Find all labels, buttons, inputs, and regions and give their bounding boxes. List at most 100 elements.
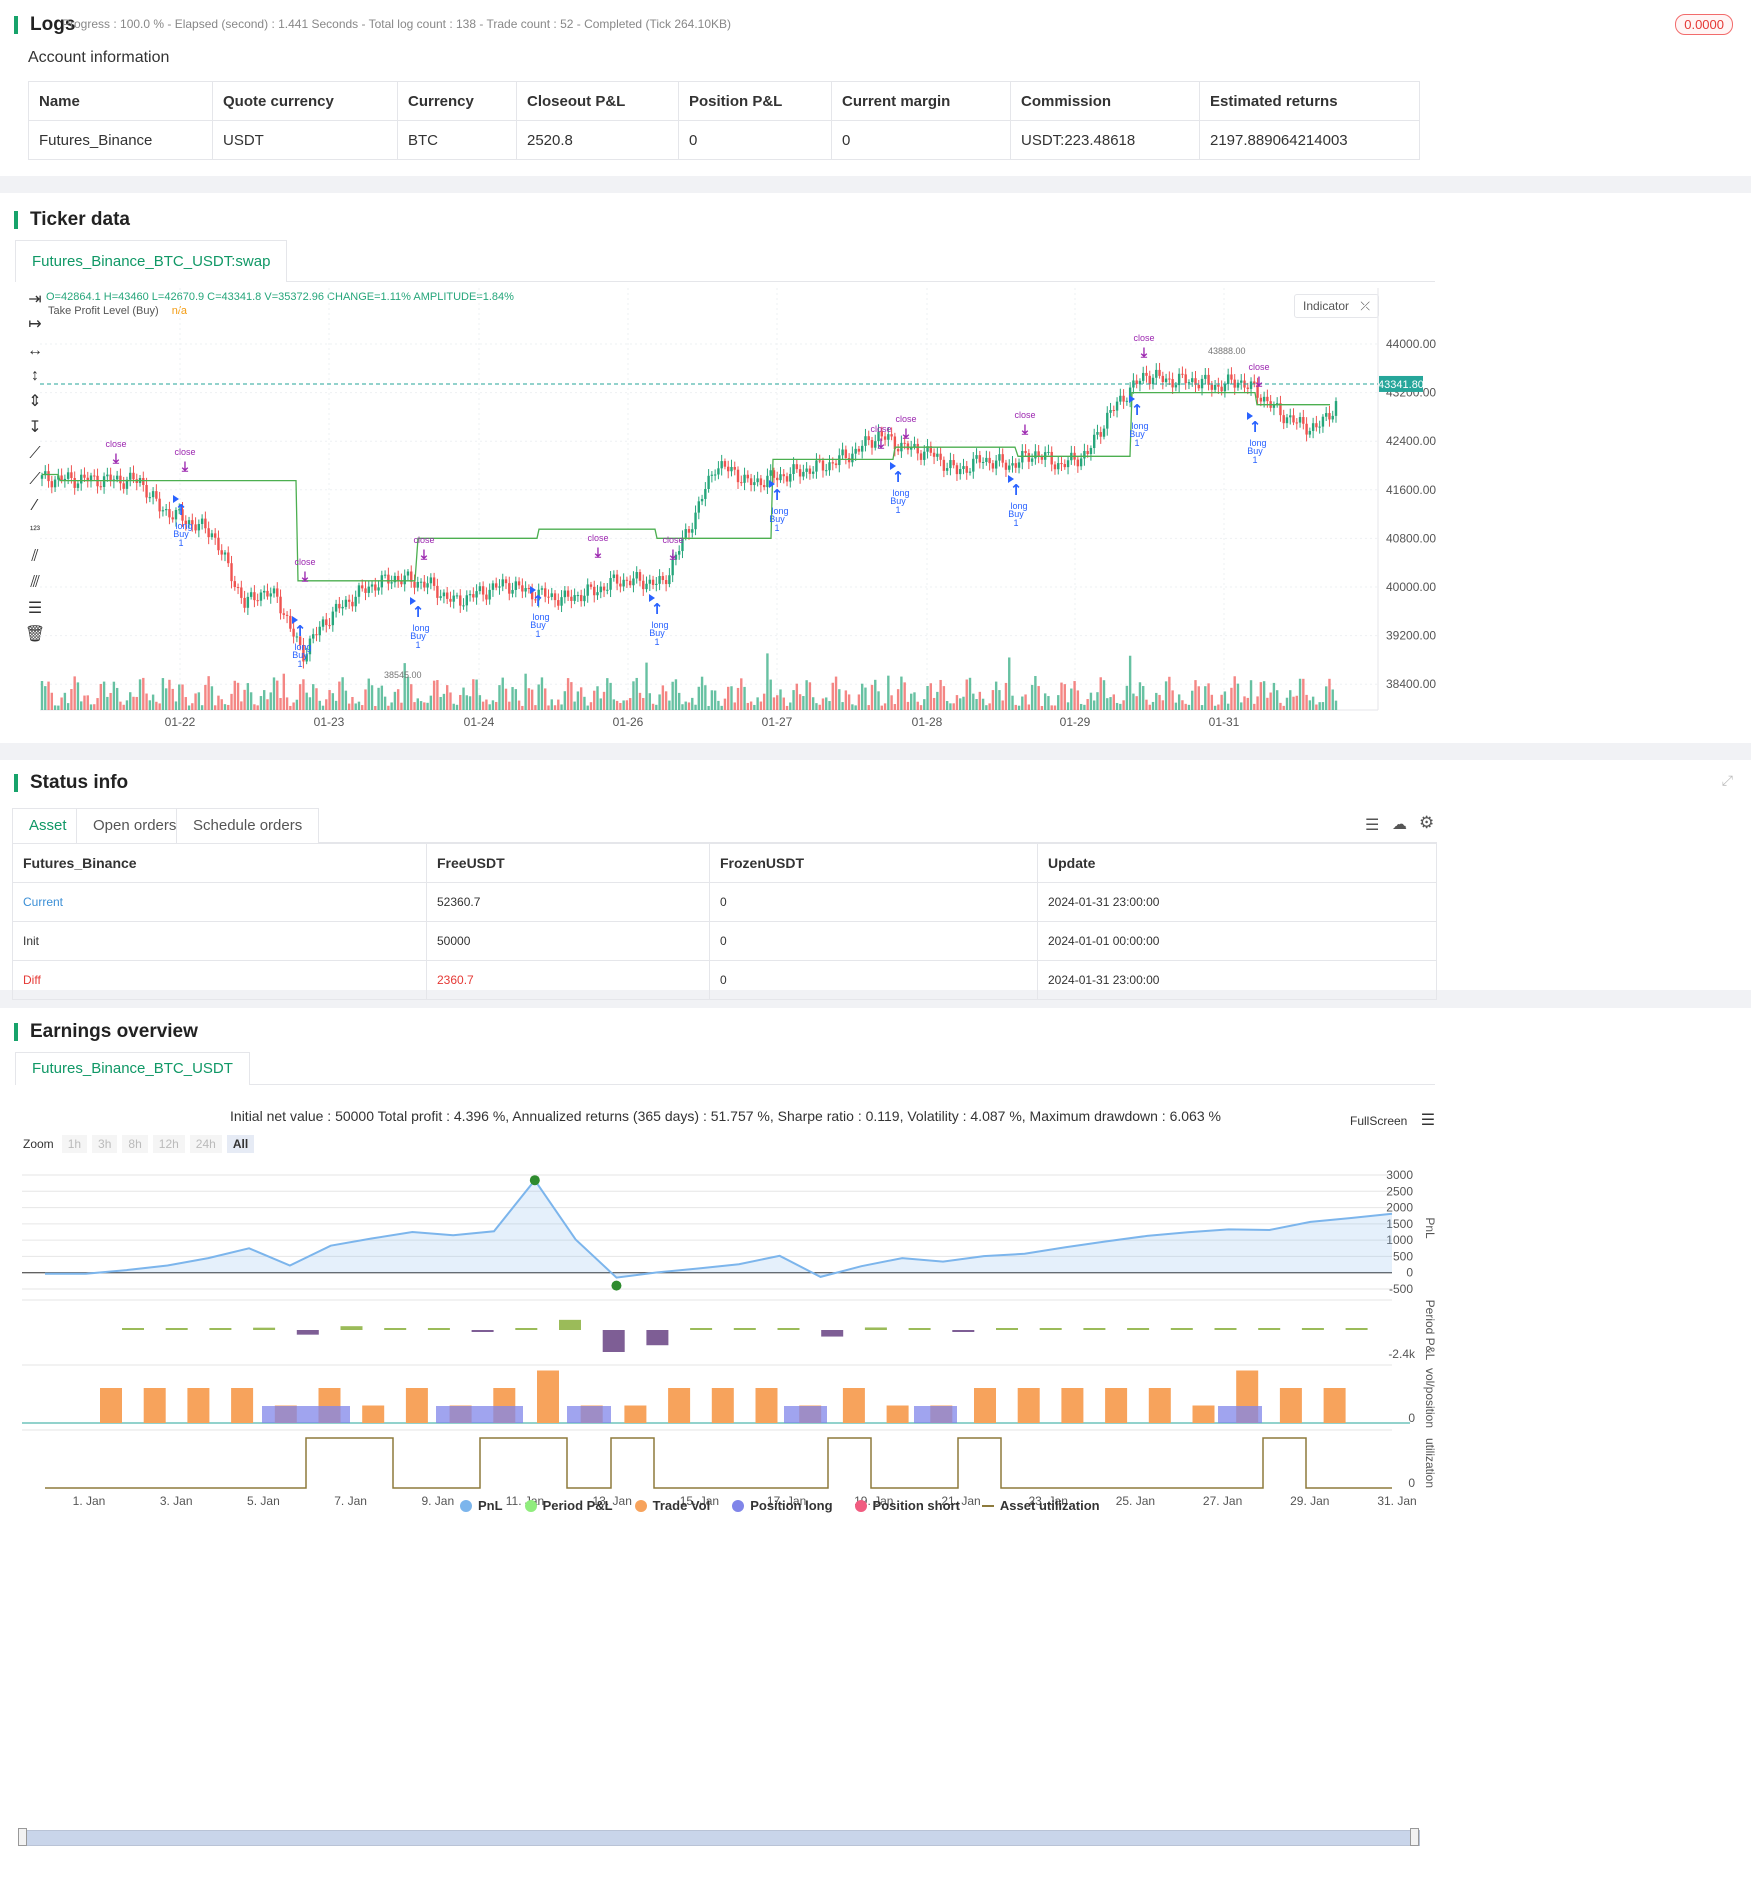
- extended-line-icon[interactable]: ↔: [27, 342, 43, 359]
- legend-period-pnl[interactable]: Period P&L: [524, 1498, 613, 1513]
- zoom-8h[interactable]: 8h: [122, 1135, 148, 1153]
- ray-line-icon[interactable]: ⟋: [29, 471, 41, 488]
- volume-bar: [939, 679, 942, 710]
- price-label-icon[interactable]: ¹²³: [30, 525, 40, 536]
- buy-marker-label: Buy: [530, 620, 546, 630]
- segment-icon[interactable]: ⁄: [33, 497, 37, 514]
- zoom-24h[interactable]: 24h: [189, 1135, 222, 1153]
- volume-bar: [1331, 689, 1334, 710]
- x-tick-label: 29. Jan: [1290, 1494, 1329, 1508]
- candle-body: [609, 578, 612, 590]
- tab-open-orders[interactable]: Open orders: [76, 808, 194, 843]
- candle-body: [1030, 458, 1034, 462]
- row-label-current[interactable]: Current: [12, 882, 427, 922]
- scroll-handle-right[interactable]: [1410, 1828, 1419, 1846]
- candle-body: [459, 595, 462, 606]
- tab-schedule-orders[interactable]: Schedule orders: [176, 808, 320, 843]
- tab-earnings-symbol[interactable]: Futures_Binance_BTC_USDT: [15, 1052, 250, 1085]
- candle-body: [138, 478, 142, 483]
- legend-position-short[interactable]: Position short: [854, 1498, 960, 1513]
- volume-bar: [419, 701, 423, 710]
- candle-body: [743, 474, 746, 483]
- candle-body: [361, 585, 364, 589]
- legend-pnl[interactable]: PnL: [460, 1498, 503, 1513]
- horizontal-line-icon[interactable]: ⇥: [28, 291, 42, 308]
- candle-body: [815, 460, 818, 472]
- fullscreen-button[interactable]: FullScreen ☰: [1350, 1112, 1436, 1129]
- zoom-12h[interactable]: 12h: [152, 1135, 185, 1153]
- col-header: Currency: [397, 81, 517, 121]
- candle-body: [331, 611, 335, 626]
- volume-bar: [1138, 682, 1142, 710]
- legend-asset-utilization[interactable]: Asset utilization: [981, 1498, 1100, 1513]
- x-tick-label: 1. Jan: [73, 1494, 106, 1508]
- volume-bar: [485, 699, 488, 710]
- trash-icon[interactable]: 🗑: [24, 626, 46, 643]
- pitchfork-icon[interactable]: ⫻: [30, 574, 40, 591]
- candle-body: [465, 595, 468, 606]
- volume-bar: [40, 681, 44, 710]
- zoom-3h[interactable]: 3h: [92, 1135, 118, 1153]
- horizontal-ray-icon[interactable]: ↦: [28, 316, 42, 333]
- vertical-line-icon[interactable]: ↕: [31, 367, 39, 384]
- navigator-scrollbar[interactable]: [18, 1830, 1420, 1846]
- earnings-chart[interactable]: 3000 2500 2000 1500 1000 500 0 -500 -2.4k 0 0 PnL Pe…: [0, 1008, 1751, 1892]
- volume-bar: [1125, 685, 1129, 710]
- close-marker-label: close: [294, 557, 315, 567]
- trade-vol-bar: [1105, 1388, 1128, 1423]
- volume-bar: [606, 678, 609, 710]
- vertical-ray-icon[interactable]: ↧: [28, 419, 42, 436]
- pnl-area: [45, 1180, 1392, 1278]
- trade-vol-bar: [711, 1388, 734, 1423]
- period-pnl-bar: [427, 1328, 450, 1330]
- indicator-button[interactable]: Indicator ⤫: [1294, 294, 1379, 318]
- buy-marker-label: Buy: [649, 628, 665, 638]
- candle-body: [697, 501, 701, 513]
- trade-vol-bar: [842, 1388, 865, 1423]
- col-header: Futures_Binance: [12, 843, 427, 883]
- tab-ticker-symbol[interactable]: Futures_Binance_BTC_USDT:swap: [15, 240, 288, 282]
- legend-position-long[interactable]: Position long: [732, 1498, 833, 1513]
- volume-bar: [740, 678, 743, 710]
- volume-bar: [1262, 681, 1266, 710]
- volume-bar: [106, 696, 109, 710]
- menu-icon[interactable]: ☰: [1420, 1112, 1436, 1129]
- legend-trade-vol[interactable]: Trade Vol: [634, 1498, 710, 1513]
- logs-summary: Progress : 100.0 % - Elapsed (second) : …: [62, 17, 732, 31]
- vertical-segment-icon[interactable]: ⇕: [28, 393, 42, 410]
- parallel-channel-icon[interactable]: ⫽: [31, 548, 39, 565]
- pnl-tick-label: 1500: [1386, 1217, 1413, 1231]
- logs-badge[interactable]: 0.0000: [1675, 14, 1733, 35]
- candle-body: [586, 584, 589, 596]
- candle-body: [191, 520, 194, 525]
- legend-dot-icon: [634, 1499, 647, 1512]
- candle-body: [1321, 416, 1325, 427]
- col-header: FrozenUSDT: [709, 843, 1038, 883]
- volume-bar: [213, 705, 217, 710]
- candle-body: [145, 485, 148, 498]
- volume-bar: [321, 705, 325, 710]
- trend-line-icon[interactable]: ⟋: [29, 445, 41, 462]
- cloud-download-icon[interactable]: ☁: [1392, 816, 1407, 833]
- volume-bar: [1187, 704, 1191, 710]
- expand-icon[interactable]: ⤢: [1721, 772, 1733, 788]
- collapse-icon[interactable]: ⤫: [1360, 299, 1370, 313]
- volume-bar: [815, 703, 818, 710]
- candle-body: [1001, 454, 1004, 463]
- list-icon[interactable]: ☰: [1365, 817, 1380, 834]
- scroll-handle-left[interactable]: [18, 1828, 27, 1846]
- zoom-all[interactable]: All: [226, 1135, 255, 1153]
- candle-body: [76, 483, 80, 488]
- close-marker-label: close: [1014, 410, 1035, 420]
- volume-bar: [367, 678, 370, 710]
- gear-icon[interactable]: ⚙: [1419, 813, 1435, 832]
- fibonacci-icon[interactable]: ☰: [27, 600, 43, 617]
- buy-qty-label: 1: [178, 538, 183, 548]
- candle-body: [1230, 374, 1233, 380]
- x-tick-label: 3. Jan: [160, 1494, 193, 1508]
- col-header: Update: [1037, 843, 1437, 883]
- buy-marker-label: Buy: [890, 496, 906, 506]
- zoom-1h[interactable]: 1h: [61, 1135, 88, 1153]
- volume-bar: [334, 700, 338, 710]
- tab-asset[interactable]: Asset: [12, 808, 84, 843]
